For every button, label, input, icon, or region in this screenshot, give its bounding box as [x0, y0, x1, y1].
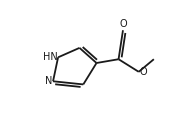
Text: O: O [119, 19, 127, 29]
Text: O: O [139, 67, 147, 77]
Text: N: N [45, 76, 52, 86]
Text: HN: HN [43, 52, 58, 62]
